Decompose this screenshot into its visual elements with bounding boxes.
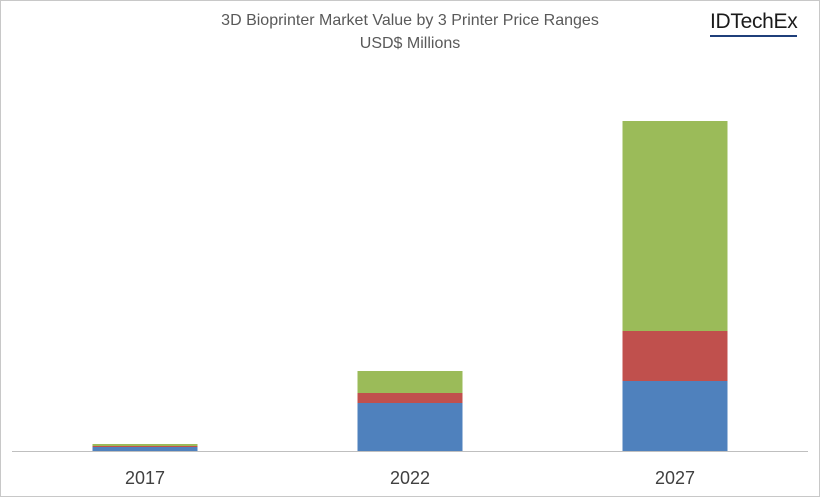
bars-group bbox=[92, 121, 728, 451]
bar-2027-segment-2 bbox=[622, 331, 728, 381]
bar-2017-segment-2 bbox=[92, 446, 198, 447]
idtechex-logo: IDTechEx bbox=[710, 10, 798, 37]
chart-title: 3D Bioprinter Market Value by 3 Printer … bbox=[221, 12, 599, 29]
x-tick-label-2017: 2017 bbox=[125, 468, 165, 488]
bar-2022-segment-2 bbox=[357, 393, 463, 403]
bar-2027-segment-3 bbox=[622, 121, 728, 331]
bar-2017-segment-3 bbox=[92, 444, 198, 446]
x-tick-label-2022: 2022 bbox=[390, 468, 430, 488]
bar-2022-segment-3 bbox=[357, 371, 463, 393]
x-tick-labels: 2017 2022 2027 bbox=[125, 468, 695, 488]
x-tick-label-2027: 2027 bbox=[655, 468, 695, 488]
bar-2017-segment-1 bbox=[92, 447, 198, 451]
bar-2022-segment-1 bbox=[357, 403, 463, 451]
chart-subtitle: USD$ Millions bbox=[359, 35, 461, 52]
bar-2027-segment-1 bbox=[622, 381, 728, 451]
